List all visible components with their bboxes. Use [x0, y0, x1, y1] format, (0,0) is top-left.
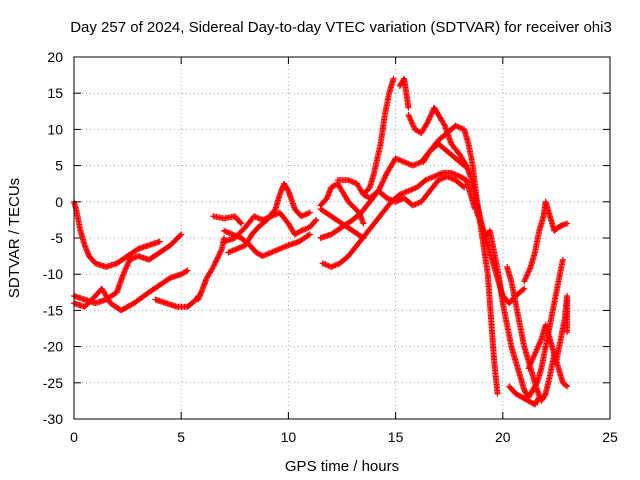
data-point — [461, 184, 468, 191]
data-series — [152, 292, 202, 310]
data-point — [156, 238, 163, 245]
y-tick-label: -25 — [43, 375, 63, 391]
data-point — [312, 217, 319, 224]
data-series — [405, 104, 501, 397]
data-point — [535, 395, 542, 402]
data-point — [494, 390, 501, 397]
data-point — [380, 176, 387, 183]
data-point — [441, 121, 448, 128]
data-point — [379, 179, 386, 186]
x-tick-label: 10 — [281, 429, 297, 445]
data-point — [211, 262, 218, 269]
data-point — [313, 216, 320, 223]
data-point — [541, 391, 548, 398]
y-tick-label: 20 — [47, 49, 63, 65]
data-point — [376, 186, 383, 193]
data-point — [382, 172, 389, 179]
y-tick-label: -15 — [43, 302, 63, 318]
data-point — [380, 178, 387, 185]
data-point — [405, 104, 412, 111]
data-point — [375, 187, 382, 194]
y-tick-label: 5 — [55, 158, 63, 174]
data-point — [183, 268, 190, 275]
data-point — [462, 161, 469, 168]
data-point — [377, 183, 384, 190]
data-point — [216, 251, 223, 258]
data-point — [212, 259, 219, 266]
data-point — [460, 183, 467, 190]
data-point — [271, 207, 278, 214]
data-point — [218, 247, 225, 254]
data-point — [215, 252, 222, 259]
data-series — [195, 235, 228, 303]
y-tick-label: -5 — [51, 230, 64, 246]
data-point — [378, 182, 385, 189]
data-point — [360, 220, 367, 227]
data-point — [564, 383, 571, 390]
data-point — [305, 232, 312, 239]
data-point — [390, 75, 397, 82]
data-series — [319, 169, 478, 270]
data-point — [520, 286, 527, 293]
data-point — [212, 258, 219, 265]
y-tick-label: -30 — [43, 411, 63, 427]
chart-title: Day 257 of 2024, Sidereal Day-to-day VTE… — [70, 19, 612, 36]
data-series — [525, 292, 571, 372]
data-point — [211, 261, 218, 268]
data-series — [317, 206, 367, 241]
x-tick-label: 20 — [495, 429, 511, 445]
data-point — [378, 180, 385, 187]
data-point — [381, 175, 388, 182]
data-point — [564, 329, 571, 336]
data-series — [360, 75, 397, 198]
data-point — [217, 248, 224, 255]
data-point — [216, 250, 223, 257]
grid — [74, 57, 610, 419]
data-point — [238, 220, 245, 227]
y-tick-label: -20 — [43, 339, 63, 355]
y-tick-label: 15 — [47, 85, 63, 101]
data-point — [306, 231, 313, 238]
data-point — [376, 185, 383, 192]
data-marks — [71, 75, 571, 408]
x-tick-label: 5 — [177, 429, 185, 445]
data-series — [396, 75, 412, 111]
data-point — [237, 219, 244, 226]
data-series — [71, 198, 163, 270]
data-point — [177, 232, 184, 239]
y-tick-label: -10 — [43, 266, 63, 282]
data-point — [306, 209, 313, 216]
data-point — [214, 255, 221, 262]
data-series — [71, 231, 185, 307]
data-point — [210, 263, 217, 270]
data-point — [564, 220, 571, 227]
x-axis-label: GPS time / hours — [285, 458, 399, 475]
y-tick-label: 0 — [55, 194, 63, 210]
data-series — [210, 213, 245, 227]
x-tick-label: 15 — [388, 429, 404, 445]
data-series — [317, 180, 367, 227]
data-point — [536, 394, 543, 401]
data-point — [178, 231, 185, 238]
data-point — [382, 174, 389, 181]
data-point — [214, 254, 221, 261]
data-point — [296, 228, 303, 235]
data-series — [506, 383, 543, 408]
data-series — [225, 180, 313, 256]
data-point — [521, 285, 528, 292]
data-point — [559, 256, 566, 263]
y-tick-label: 10 — [47, 121, 63, 137]
data-point — [184, 267, 191, 274]
x-tick-label: 25 — [602, 429, 618, 445]
data-series — [521, 198, 571, 285]
data-point — [563, 382, 570, 389]
data-point — [213, 256, 220, 263]
x-tick-label: 0 — [70, 429, 78, 445]
axis-ticks: 0 5 10 15 20 25 -30 -25 -20 -15 -10 -5 0 5 10 15 20 — [43, 49, 618, 445]
y-axis-label: SDTVAR / TECUs — [6, 178, 23, 298]
